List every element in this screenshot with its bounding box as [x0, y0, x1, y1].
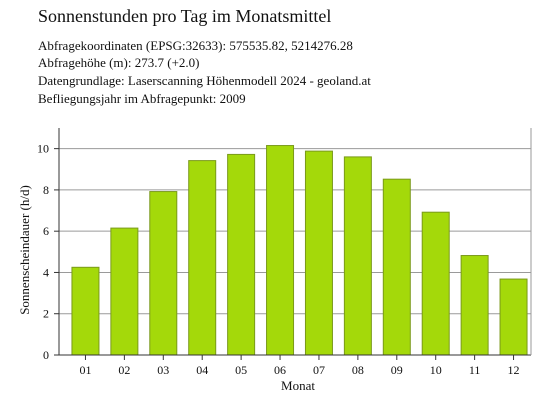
bar — [110, 227, 139, 356]
flight-year-line: Befliegungsjahr im Abfragepunkt: 2009 — [38, 91, 246, 106]
y-tick-label: 4 — [43, 265, 49, 279]
x-tick-label: 09 — [391, 363, 403, 377]
bar — [499, 278, 528, 356]
x-tick-label: 12 — [508, 363, 520, 377]
bar — [71, 266, 100, 356]
bar — [343, 156, 372, 356]
bars — [71, 145, 528, 356]
y-tick-label: 6 — [43, 224, 49, 238]
bar — [266, 145, 295, 356]
x-axis-label: Monat — [281, 378, 315, 393]
y-tick-label: 8 — [43, 183, 49, 197]
plot-frame — [58, 128, 532, 356]
x-tick-label: 07 — [313, 363, 325, 377]
x-tick-label: 11 — [469, 363, 481, 377]
bar — [188, 160, 217, 356]
y-tick-label: 0 — [43, 348, 49, 362]
x-tick-label: 02 — [118, 363, 130, 377]
bar — [227, 153, 256, 356]
page-title: Sonnenstunden pro Tag im Monatsmittel — [38, 6, 332, 26]
x-tick-label: 06 — [274, 363, 286, 377]
bar — [304, 150, 333, 356]
x-tick-label: 04 — [196, 363, 208, 377]
coordinates-line: Abfragekoordinaten (EPSG:32633): 575535.… — [38, 38, 353, 53]
x-tick-label: 05 — [235, 363, 247, 377]
bar — [149, 191, 178, 356]
bar — [460, 255, 489, 356]
y-axis-label: Sonnenscheindauer (h/d) — [17, 185, 32, 315]
x-tick-label: 10 — [430, 363, 442, 377]
bar — [382, 178, 411, 356]
elevation-line: Abfragehöhe (m): 273.7 (+2.0) — [38, 55, 200, 70]
x-tick-label: 01 — [79, 363, 91, 377]
data-source-line: Datengrundlage: Laserscanning Höhenmodel… — [38, 73, 371, 88]
x-tick-label: 03 — [157, 363, 169, 377]
bar — [421, 211, 450, 356]
x-tick-label: 08 — [352, 363, 364, 377]
y-tick-label: 10 — [37, 142, 49, 156]
y-tick-label: 2 — [43, 307, 49, 321]
